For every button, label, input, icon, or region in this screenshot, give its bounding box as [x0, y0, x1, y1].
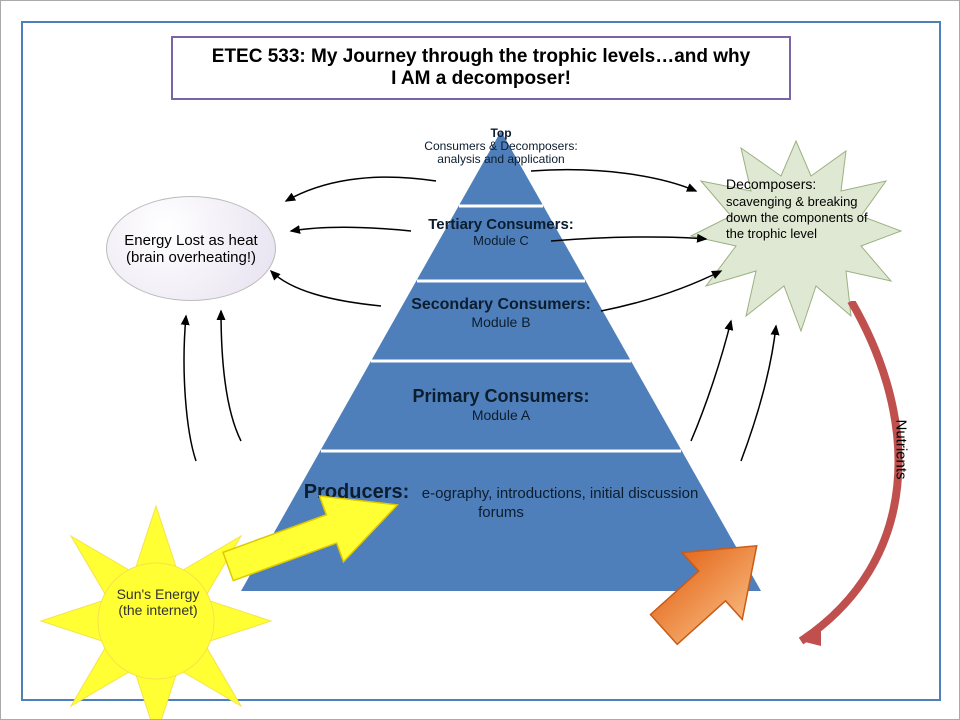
title-line1: ETEC 533: My Journey through the trophic… [193, 46, 769, 68]
yellow-arrow [211, 471, 411, 591]
diagram-canvas: ETEC 533: My Journey through the trophic… [0, 0, 960, 720]
level-top: Top Consumers & Decomposers: analysis an… [401, 126, 601, 166]
level-tertiary: Tertiary Consumers: Module C [381, 216, 621, 248]
title-line2: I AM a decomposer! [193, 68, 769, 90]
orange-arrow [621, 521, 781, 671]
title-box: ETEC 533: My Journey through the trophic… [171, 36, 791, 100]
decomposer-label: Decomposers: scavenging & breaking down … [726, 176, 876, 242]
energy-lost-oval: Energy Lost as heat (brain overheating!) [106, 196, 276, 301]
level-secondary: Secondary Consumers: Module B [361, 296, 641, 330]
level-primary: Primary Consumers: Module A [341, 386, 661, 423]
nutrient-flow-arrow [771, 301, 951, 681]
nutrients-label: Nutrients [893, 419, 910, 479]
sun-label: Sun's Energy (the internet) [113, 586, 203, 618]
